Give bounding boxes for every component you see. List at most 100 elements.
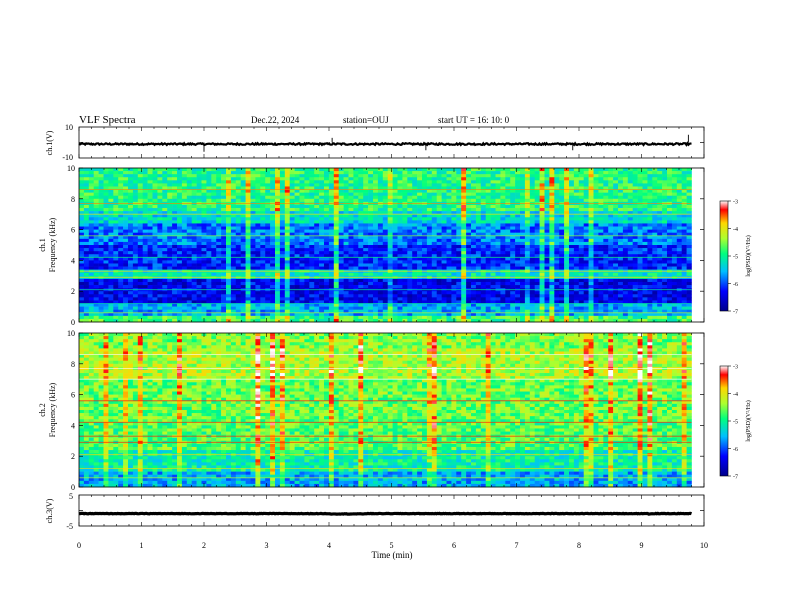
spectrogram-cell [373, 254, 379, 258]
spectrogram-cell [485, 251, 491, 255]
spectrogram-cell [226, 208, 232, 212]
spectrogram-cell [363, 211, 369, 215]
spectrogram-cell [265, 208, 271, 212]
spectrogram-cell [446, 180, 452, 184]
spectrogram-cell [368, 208, 374, 212]
spectrogram-cell [123, 223, 129, 227]
spectrogram-cell [652, 223, 658, 227]
spectrogram-cell [255, 168, 261, 172]
spectrogram-cell [108, 171, 114, 175]
spectrogram-cell [103, 260, 109, 264]
spectrogram-cell [559, 168, 565, 172]
spectrogram-cell [436, 251, 442, 255]
spectrogram-cell [559, 198, 565, 203]
spectrogram-cell [338, 229, 344, 233]
spectrogram-cell [676, 251, 682, 255]
spectrogram-cell [235, 226, 241, 230]
spectrogram-cell [402, 260, 408, 264]
spectrogram-cell [637, 226, 643, 230]
spectrogram-cell [279, 281, 286, 286]
spectrogram-cell [520, 232, 526, 237]
spectrogram-cell [407, 248, 413, 252]
spectrogram-cell [534, 235, 540, 240]
spectrogram-cell [157, 235, 163, 240]
spectrogram-cell [598, 251, 604, 255]
spectrogram-cell [652, 238, 658, 243]
spectrogram-cell [554, 174, 560, 178]
spectrogram-cell [186, 180, 192, 184]
spectrogram-cell [304, 285, 310, 289]
spectrogram-cell [324, 278, 330, 283]
spectrogram-cell [358, 254, 364, 258]
spectrogram-cell [608, 183, 614, 187]
spectrogram-cell [475, 174, 482, 178]
spectrogram-cell [529, 223, 535, 227]
spectrogram-cell [647, 226, 653, 230]
spectrogram-cell [177, 204, 183, 209]
spectrogram-cell [392, 186, 398, 190]
spectrogram-cell [309, 281, 315, 286]
spectrogram-cell [358, 180, 364, 184]
date-label: Dec.22, 2024 [251, 115, 300, 125]
spectrogram-cell [98, 235, 104, 240]
spectrogram-cell [275, 168, 281, 172]
spectrogram-cell [368, 272, 374, 277]
spectrogram-cell [480, 248, 486, 252]
spectrogram-cell [392, 211, 398, 215]
spectrogram-cell [637, 198, 643, 203]
spectrogram-cell [250, 204, 256, 209]
spectrogram-cell [667, 241, 673, 246]
spectrogram-cell [632, 232, 638, 237]
spectrogram-cell [201, 183, 207, 187]
spectrogram-cell [157, 198, 163, 203]
spectrogram-cell [436, 241, 442, 246]
spectrogram-cell [534, 223, 540, 227]
spectrogram-cell [578, 223, 584, 227]
spectrogram-cell [230, 171, 237, 175]
spectrogram-cell [123, 254, 129, 258]
spectrogram-cell [98, 192, 104, 197]
spectrogram-cell [250, 220, 256, 224]
spectrogram-cell [142, 198, 148, 203]
spectrogram-cell [118, 263, 124, 267]
spectrogram-cell [270, 186, 276, 190]
spectrogram-cell [505, 257, 511, 261]
spectrogram-cell [265, 263, 271, 267]
spectrogram-cell [613, 177, 619, 181]
spectrogram-cell [79, 226, 85, 230]
spectrogram-cell [490, 245, 496, 249]
spectrogram-cell [265, 204, 271, 209]
spectrogram-cell [103, 235, 109, 240]
spectrogram-cell [686, 192, 692, 197]
spectrogram-cell [128, 204, 134, 209]
spectrogram-cell [206, 266, 212, 270]
spectrogram-cell [446, 238, 452, 243]
spectrogram-cell [667, 272, 673, 277]
spectrogram-cell [480, 272, 486, 277]
spectrogram-cell [544, 235, 550, 240]
spectrogram-cell [118, 198, 124, 203]
spectrogram-cell [426, 241, 433, 246]
spectrogram-cell [622, 186, 629, 190]
spectrogram-cell [167, 168, 173, 172]
spectrogram-cell [260, 186, 266, 190]
spectrogram-cell [98, 220, 104, 224]
spectrogram-cell [598, 257, 604, 261]
spectrogram-cell [627, 180, 633, 184]
spectrogram-cell [137, 208, 143, 212]
spectrogram-cell [407, 183, 413, 187]
spectrogram-cell [191, 266, 197, 270]
spectrogram-cell [353, 254, 359, 258]
spectrogram-cell [196, 281, 202, 286]
spectrogram-cell [211, 183, 217, 187]
spectrogram-cell [181, 263, 188, 267]
spectrogram-cell [358, 278, 364, 283]
spectrogram-cell [186, 223, 192, 227]
spectrogram-cell [564, 180, 570, 184]
spectrogram-cell [270, 278, 276, 283]
spectrogram-cell [588, 168, 594, 172]
spectrogram-cell [554, 260, 560, 264]
spectrogram-cell [397, 214, 403, 218]
spectrogram-cell [608, 198, 614, 203]
spectrogram-cell [667, 257, 673, 261]
